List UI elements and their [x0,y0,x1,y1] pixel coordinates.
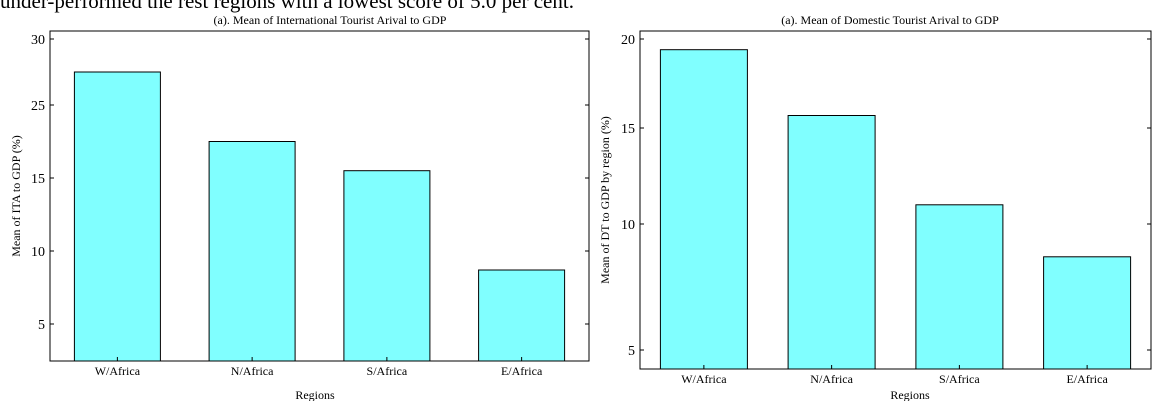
chart1-y-tick-label: 25 [31,99,45,114]
chart1-bar-wafrica [73,71,161,362]
chart2-y-tick-label: 15 [621,122,635,137]
chart1-y-tick-label: 5 [38,318,45,333]
chart2-x-tick-label: N/Africa [810,372,853,386]
chart1-x-tick-label: W/Africa [95,364,141,378]
chart1-plot-frame [49,30,590,362]
chart2-x-tick-label: W/Africa [681,372,727,386]
chart2-bar-safrica [915,204,1004,370]
chart1-x-tick-label: E/Africa [501,364,543,378]
chart1-y-tick-label: 30 [31,33,45,48]
chart1-x-axis-label: Regions [295,388,335,401]
chart1-y-tick-label: 10 [31,245,45,260]
chart2-y-tick-label: 20 [621,33,635,48]
chart2-plot-frame [639,30,1152,370]
chart2-title: (a). Mean of Domestic Tourist Arival to … [781,13,999,27]
chart2-y-axis-label: Mean of DT to GDP by region (%) [598,116,612,284]
chart1-bar-eafrica [478,269,566,362]
chart1-bar-nafrica [208,141,296,362]
chart2-y-tick-label: 5 [628,344,635,359]
chart2-x-tick-label: S/Africa [939,372,980,386]
body-text-line: under-performed the rest regions with a … [0,0,574,13]
chart1-y-tick-label: 15 [31,172,45,187]
chart1-bar-safrica [343,170,431,362]
chart1-x-tick-label: N/Africa [231,364,274,378]
chart1-y-axis-label: Mean of ITA to GDP (%) [9,135,23,257]
chart2-y-tick-label: 10 [621,218,635,233]
chart2-bar-wafrica [659,49,748,370]
chart2-bar-eafrica [1043,256,1132,370]
chart2-x-axis-label: Regions [890,388,930,401]
chart2-bar-nafrica [787,115,876,370]
chart2-x-tick-label: E/Africa [1066,372,1108,386]
chart1-x-tick-label: S/Africa [367,364,408,378]
chart1-title: (a). Mean of International Tourist Ariva… [214,13,447,27]
